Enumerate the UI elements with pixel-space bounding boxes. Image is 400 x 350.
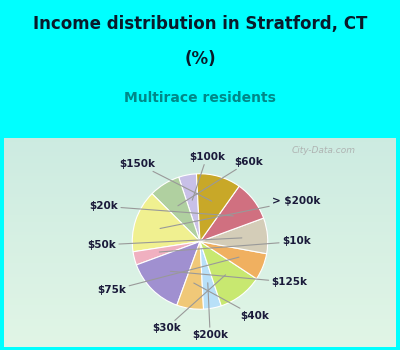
Bar	[4, 176, 396, 180]
Bar	[4, 183, 396, 187]
Bar	[4, 336, 396, 340]
Bar	[4, 281, 396, 284]
Bar	[4, 287, 396, 291]
Wedge shape	[200, 218, 268, 254]
Bar	[4, 156, 396, 159]
Text: $20k: $20k	[90, 201, 233, 216]
Bar	[4, 173, 396, 176]
Bar	[4, 201, 396, 204]
Text: Income distribution in Stratford, CT: Income distribution in Stratford, CT	[33, 15, 367, 34]
Bar	[4, 249, 396, 253]
Text: $75k: $75k	[98, 257, 239, 295]
Bar	[4, 294, 396, 298]
Text: $200k: $200k	[192, 283, 228, 340]
Bar	[4, 169, 396, 173]
Bar	[4, 312, 396, 315]
Wedge shape	[177, 241, 204, 309]
Bar	[4, 208, 396, 211]
Text: $40k: $40k	[194, 283, 269, 321]
Wedge shape	[152, 177, 200, 241]
Text: $30k: $30k	[152, 275, 226, 333]
Bar	[4, 222, 396, 225]
Bar	[4, 239, 396, 242]
Text: $10k: $10k	[159, 237, 310, 252]
Bar	[4, 267, 396, 270]
Bar	[4, 159, 396, 162]
Bar	[4, 162, 396, 166]
Bar	[4, 308, 396, 312]
Text: $50k: $50k	[87, 238, 242, 250]
Bar	[4, 225, 396, 229]
Bar	[4, 152, 396, 156]
Bar	[4, 322, 396, 326]
Bar	[4, 211, 396, 215]
Bar	[4, 145, 396, 149]
Bar	[4, 270, 396, 274]
Bar	[4, 187, 396, 190]
Bar	[4, 229, 396, 232]
Bar	[4, 326, 396, 329]
Wedge shape	[179, 174, 200, 241]
Bar	[4, 149, 396, 152]
Bar	[4, 138, 396, 142]
Text: $100k: $100k	[189, 152, 225, 200]
Wedge shape	[132, 194, 200, 252]
Wedge shape	[200, 241, 221, 309]
Bar	[4, 232, 396, 236]
Bar	[4, 274, 396, 277]
Text: Multirace residents: Multirace residents	[124, 91, 276, 105]
Bar	[4, 263, 396, 267]
Text: $150k: $150k	[120, 159, 212, 201]
Text: City-Data.com: City-Data.com	[292, 146, 356, 155]
Bar	[0, 0, 400, 140]
Text: $60k: $60k	[178, 156, 263, 206]
Bar	[4, 260, 396, 263]
Bar	[4, 332, 396, 336]
Bar	[4, 315, 396, 319]
Wedge shape	[133, 241, 200, 265]
Bar	[4, 197, 396, 201]
Wedge shape	[136, 241, 200, 305]
Text: $125k: $125k	[170, 271, 308, 287]
Bar	[4, 319, 396, 322]
Bar	[4, 215, 396, 218]
Bar	[4, 166, 396, 169]
Bar	[4, 204, 396, 208]
Bar	[4, 298, 396, 301]
Bar	[4, 242, 396, 246]
Text: (%): (%)	[184, 50, 216, 69]
Bar	[4, 340, 396, 343]
Text: > $200k: > $200k	[160, 196, 320, 229]
Wedge shape	[200, 241, 256, 306]
Bar	[4, 277, 396, 281]
Bar	[4, 301, 396, 305]
Bar	[4, 190, 396, 194]
Wedge shape	[196, 174, 239, 241]
Bar	[4, 218, 396, 222]
Bar	[4, 291, 396, 294]
Wedge shape	[200, 186, 264, 242]
Bar	[4, 180, 396, 183]
Bar	[4, 343, 396, 346]
Bar	[4, 194, 396, 197]
Bar	[4, 142, 396, 145]
Bar	[4, 284, 396, 287]
Bar	[4, 256, 396, 260]
Bar	[4, 253, 396, 256]
Bar	[4, 329, 396, 332]
Bar	[4, 305, 396, 308]
Wedge shape	[200, 241, 267, 279]
Bar	[4, 246, 396, 249]
Bar	[4, 236, 396, 239]
